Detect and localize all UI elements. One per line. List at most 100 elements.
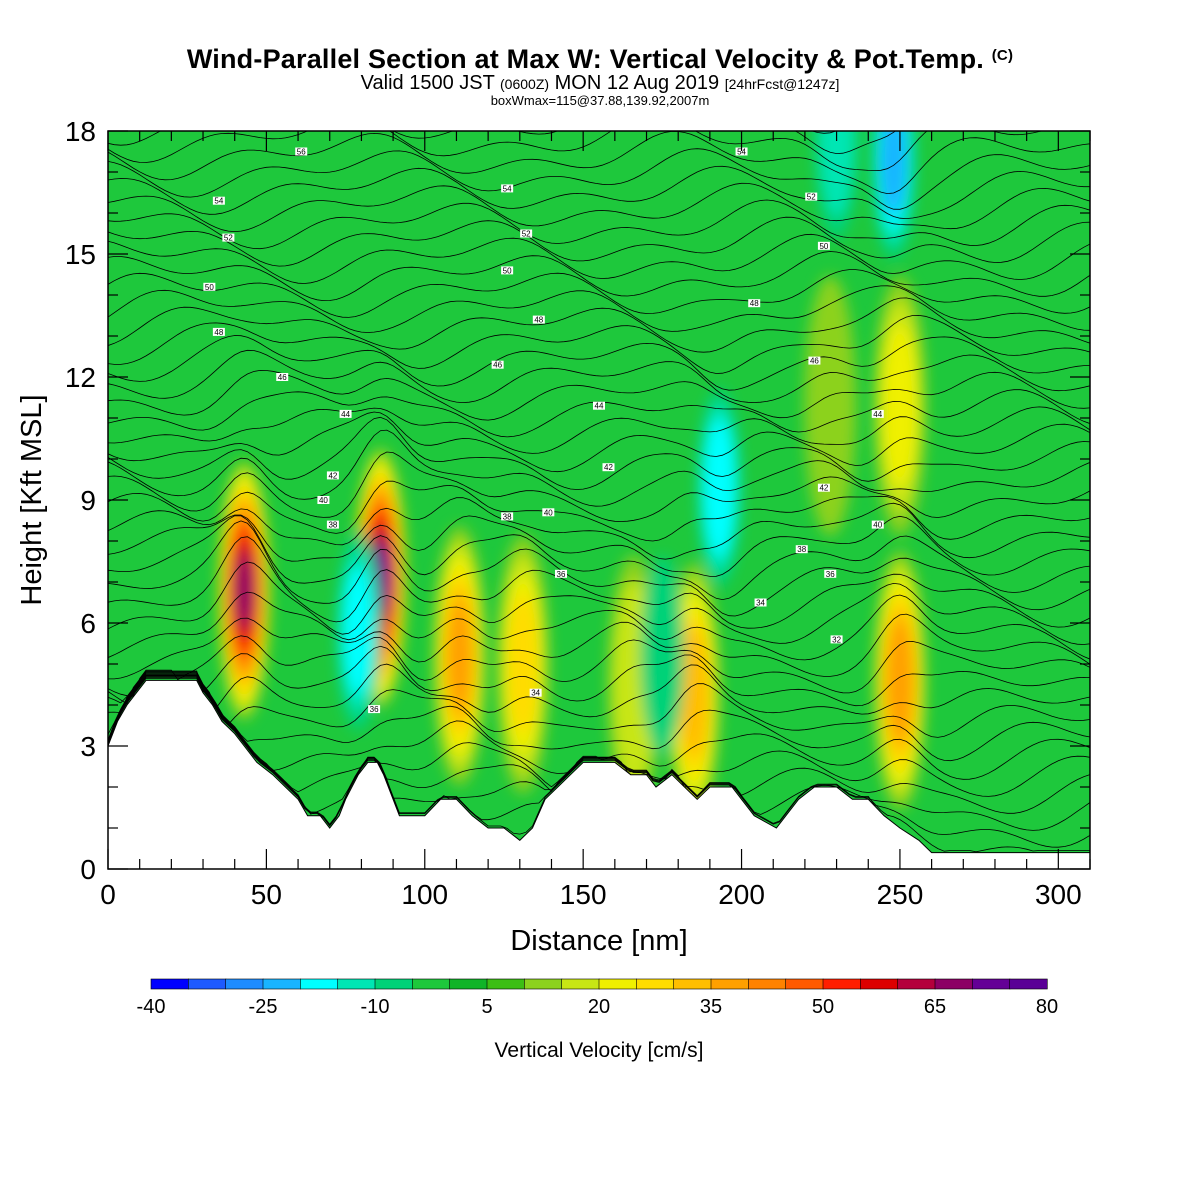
velocity-cell-level — [507, 594, 538, 734]
colorbar-swatch — [1009, 978, 1048, 990]
theta-label-box — [735, 147, 748, 156]
theta-contour-line — [108, 480, 1090, 542]
theta-contour-label: 50 — [819, 242, 828, 251]
theta-contour-label: 48 — [750, 299, 759, 308]
colorbar-swatch — [188, 978, 227, 990]
theta-label-box — [212, 196, 225, 205]
valid-prefix: Valid 1500 JST — [360, 72, 495, 94]
velocity-cell-level — [235, 554, 253, 626]
theta-label-box — [817, 241, 830, 250]
theta-contour-line — [108, 673, 1090, 762]
x-tick-label: 150 — [560, 879, 607, 910]
copyright-mark: (C) — [991, 47, 1014, 64]
plot-area: 56 54 52 50 48 46 44 42 40 38 36 54 52 50 48 46 44 42 40 38… — [107, 130, 1091, 870]
theta-contour-label: 44 — [341, 410, 350, 419]
colorbar-tick-label: 5 — [481, 996, 492, 1018]
colorbar-swatch — [785, 978, 824, 990]
theta-contour-line — [108, 297, 1090, 353]
colorbar-label: Vertical Velocity [cm/s] — [495, 1039, 704, 1062]
theta-label-box — [520, 229, 533, 238]
velocity-cell-level — [703, 418, 736, 557]
theta-label-box — [339, 409, 352, 418]
colorbar-tick-label: -25 — [249, 996, 278, 1018]
theta-label-box — [754, 598, 767, 607]
theta-contour-label: 48 — [214, 328, 223, 337]
velocity-cell-level — [882, 323, 918, 488]
theta-contour-line — [108, 514, 1090, 577]
velocity-cell-level — [447, 600, 472, 711]
theta-contour-line — [108, 369, 1090, 421]
y-tick-label: 9 — [80, 485, 96, 516]
velocity-cell-level — [343, 567, 374, 696]
theta-contour-line — [108, 635, 1090, 697]
colorbar-swatch — [449, 978, 488, 990]
theta-label-box — [593, 401, 605, 410]
x-tick-label: 200 — [718, 879, 765, 910]
theta-contour-label: 38 — [797, 545, 806, 554]
theta-contour-line — [108, 672, 1090, 738]
theta-contour-line — [108, 663, 1090, 718]
theta-contour-label: 54 — [503, 184, 512, 193]
theta-contour-label: 54 — [737, 148, 746, 157]
colorbar-swatch — [636, 978, 675, 990]
theta-contour-label: 42 — [604, 463, 613, 472]
theta-contour-labels: 56 54 52 50 48 46 44 42 40 38 36 54 52 50 48 46 44 42 40 38… — [203, 147, 884, 714]
colorbar-swatch — [486, 978, 525, 990]
theta-contour-label: 46 — [278, 373, 287, 382]
theta-contour-line — [108, 251, 1090, 302]
theta-label-box — [501, 266, 514, 275]
theta-label-box — [795, 545, 808, 554]
velocity-background — [108, 131, 1090, 869]
colorbar-swatch — [150, 978, 189, 990]
theta-contour-label: 52 — [224, 234, 233, 243]
colorbar-swatch — [897, 978, 936, 990]
colorbar-swatch — [337, 978, 376, 990]
y-tick-label: 3 — [80, 731, 96, 762]
theta-contour-line — [108, 561, 1090, 645]
colorbar-tick-label: 65 — [924, 996, 946, 1018]
theta-contour-label: 46 — [493, 361, 502, 370]
theta-label-box — [871, 520, 884, 529]
theta-contour-line — [108, 613, 1090, 680]
velocity-cells — [218, 131, 926, 823]
x-tick-label: 0 — [100, 879, 116, 910]
theta-contour-line — [108, 536, 1090, 629]
colorbar-swatch — [374, 978, 413, 990]
velocity-cell-level — [640, 555, 685, 756]
x-tick-labels: 0 50 100 150 200 250 300 — [100, 879, 1081, 910]
theta-contour-line — [108, 497, 1090, 560]
theta-contour-line — [108, 677, 1090, 848]
title-main: Wind-Parallel Section at Max W: Vertical… — [186, 44, 985, 74]
theta-label-box — [554, 569, 567, 578]
theta-contour-line — [108, 182, 1090, 233]
theta-label-box — [501, 184, 514, 193]
theta-contour-line — [108, 520, 1090, 617]
x-tick-label: 50 — [251, 879, 282, 910]
theta-contour-line — [108, 678, 1090, 853]
theta-label-box — [542, 508, 555, 517]
theta-contour-label: 40 — [319, 496, 328, 505]
theta-contour-line — [108, 216, 1090, 267]
velocity-cell-level — [880, 131, 907, 217]
theta-contour-label: 48 — [534, 316, 543, 325]
theta-contour-label: 36 — [370, 705, 379, 714]
forecast-info: [24hrFcst@1247z] — [724, 76, 840, 92]
theta-contour-label: 44 — [873, 410, 882, 419]
colorbar-tick-label: 80 — [1036, 996, 1058, 1018]
theta-contour-line — [108, 285, 1090, 333]
theta-label-box — [602, 463, 615, 472]
theta-label-box — [276, 373, 289, 381]
colorbar-swatch — [262, 978, 301, 990]
x-axis-label: Distance [nm] — [510, 925, 687, 957]
theta-label-box — [824, 569, 837, 578]
colorbar-swatch — [561, 978, 600, 990]
theta-contour-line — [108, 674, 1090, 797]
theta-contour-label: 34 — [531, 689, 540, 698]
axis-ticks — [107, 130, 1091, 870]
theta-contour-label: 32 — [832, 635, 841, 644]
box-max-info: boxWmax=115@37.88,139.92,2007m — [490, 93, 710, 108]
theta-contour-label: 40 — [544, 508, 553, 517]
theta-label-box — [748, 299, 761, 308]
theta-contour-line — [108, 199, 1090, 250]
